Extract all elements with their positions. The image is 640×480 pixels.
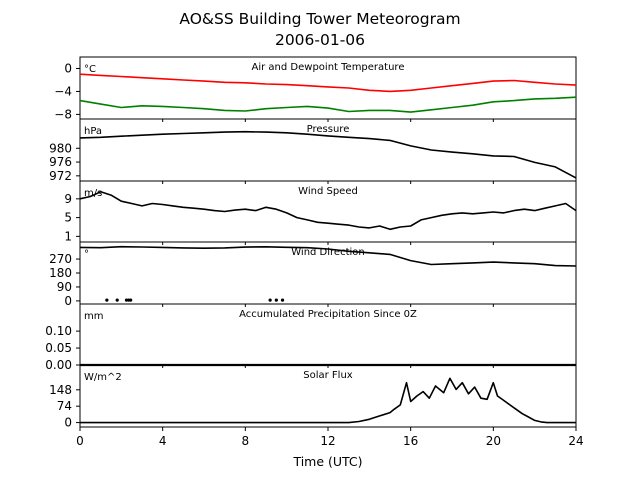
x-tick-label: 0 [76, 434, 84, 448]
y-tick-label: 180 [49, 266, 72, 280]
series-line-0 [79, 73, 577, 93]
y-tick-label: 1 [64, 229, 72, 243]
series-line-0 [79, 245, 577, 267]
panel-title: Pressure [307, 124, 350, 135]
x-tick-label: 12 [320, 434, 335, 448]
panel-title: Air and Dewpoint Temperature [252, 62, 405, 73]
series-line-1 [79, 96, 577, 113]
panel-title: Accumulated Precipitation Since 0Z [239, 309, 417, 320]
y-tick-label: 0.10 [45, 324, 72, 338]
scatter-point [129, 298, 133, 302]
panel-unit-label: mm [84, 311, 103, 322]
x-tick-label: 20 [486, 434, 501, 448]
scatter-point [105, 298, 109, 302]
y-tick-label: 976 [49, 155, 72, 169]
x-tick-label: 16 [403, 434, 418, 448]
y-tick-label: 0.00 [45, 358, 72, 372]
scatter-point [268, 298, 272, 302]
figure-title-line1: AO&SS Building Tower Meteorogram [179, 10, 460, 28]
panels-group: Air and Dewpoint Temperature°C0−4−8Press… [45, 56, 577, 431]
y-tick-label: 5 [64, 211, 72, 225]
series-line-0 [79, 191, 577, 231]
y-tick-label: 0 [64, 61, 72, 75]
panel-title: Wind Speed [298, 186, 358, 197]
y-tick-label: 980 [49, 141, 72, 155]
y-tick-label: 0.05 [45, 341, 72, 355]
x-tick-label: 8 [242, 434, 250, 448]
y-tick-label: 74 [57, 399, 72, 413]
x-axis: 0 4 8 12 16 20 24 [76, 434, 583, 448]
y-tick-label: 90 [57, 280, 72, 294]
series-line-0 [80, 377, 576, 424]
panel-unit-label: hPa [84, 126, 102, 137]
scatter-point [280, 298, 285, 302]
scatter-point [115, 298, 119, 302]
y-tick-label: −4 [54, 84, 72, 98]
y-tick-label: 148 [49, 383, 72, 397]
panel-title: Solar Flux [303, 370, 353, 381]
series-line-0 [79, 130, 577, 179]
panel-0: Air and Dewpoint Temperature °C 0 −4 −8 [54, 56, 577, 122]
panel-2: Wind Speed m/s 9 5 1 [64, 180, 577, 245]
figure-title-line2: 2006-01-06 [275, 31, 365, 49]
x-axis-label: Time (UTC) [292, 454, 362, 469]
panel-unit-label: ° [84, 249, 89, 260]
panel-title: Wind Direction [291, 247, 365, 258]
panel-5: Solar Flux W/m^2 148 74 0 [49, 364, 577, 431]
y-tick-label: −8 [54, 107, 72, 121]
scatter-point [274, 298, 278, 302]
y-tick-label: 9 [64, 192, 72, 206]
x-tick-label: 4 [159, 434, 167, 448]
x-tick-label: 24 [568, 434, 583, 448]
panel-unit-label: m/s [84, 188, 102, 199]
y-tick-label: 0 [64, 416, 72, 430]
y-tick-label: 0 [64, 294, 72, 308]
panel-unit-label: °C [84, 64, 96, 75]
y-tick-label: 972 [49, 169, 72, 183]
y-tick-label: 270 [49, 252, 72, 266]
panel-unit-label: W/m^2 [84, 372, 122, 383]
panel-4: Accumulated Precipitation Since 0Z mm 0.10… [45, 303, 577, 372]
